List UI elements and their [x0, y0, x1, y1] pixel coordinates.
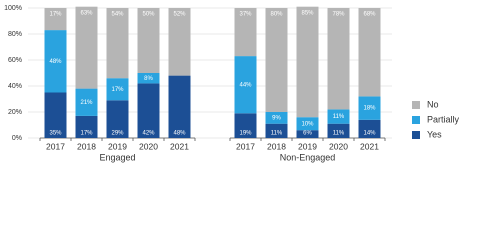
value-label: 48% [49, 59, 62, 65]
group-label: Non-Engaged [280, 152, 336, 162]
bar-segment [106, 8, 129, 79]
bar-segment [44, 8, 67, 31]
bar-segment [137, 83, 160, 138]
bar-segment [234, 8, 257, 57]
y-tick-label: 0% [12, 135, 22, 142]
bar-segment [168, 75, 191, 138]
value-label: 19% [239, 131, 252, 137]
bar-segment [296, 6, 319, 118]
bar-segment [44, 92, 67, 138]
legend-swatch [412, 131, 420, 139]
x-tick-label: 2019 [108, 141, 127, 151]
y-tick-label: 40% [8, 83, 22, 90]
value-label: 44% [239, 82, 252, 88]
group-label: Engaged [99, 152, 135, 162]
bar-segment [265, 112, 288, 124]
value-label: 6% [303, 131, 312, 137]
value-label: 37% [239, 12, 252, 18]
value-label: 85% [301, 10, 314, 16]
value-label: 11% [271, 131, 283, 137]
value-label: 35% [49, 131, 62, 137]
bar-segment [75, 115, 98, 138]
bar-segment [44, 30, 67, 93]
y-tick-label: 80% [8, 31, 22, 38]
value-label: 17% [111, 87, 124, 93]
x-tick-label: 2020 [139, 141, 158, 151]
legend-label: Yes [427, 129, 442, 139]
bar-segment [327, 123, 350, 138]
value-label: 8% [144, 76, 153, 82]
x-tick-label: 2018 [267, 141, 286, 151]
y-tick-label: 60% [8, 57, 22, 64]
bar-segment [137, 73, 160, 84]
value-label: 63% [80, 10, 93, 16]
x-tick-label: 2020 [329, 141, 348, 151]
bar-segment [234, 56, 257, 114]
x-tick-label: 2017 [236, 141, 255, 151]
x-tick-label: 2021 [360, 141, 379, 151]
value-label: 42% [142, 131, 155, 137]
legend-swatch [412, 116, 420, 124]
value-label: 11% [333, 131, 345, 137]
bar-segment [137, 8, 160, 73]
value-label: 29% [111, 131, 124, 137]
bar-segment [358, 8, 381, 97]
value-label: 14% [363, 131, 376, 137]
value-label: 80% [270, 12, 283, 18]
value-label: 18% [363, 106, 376, 112]
bar-segment [265, 8, 288, 112]
x-tick-label: 2017 [46, 141, 65, 151]
value-label: 52% [173, 12, 186, 18]
legend-swatch [412, 101, 420, 109]
legend-label: Partially [427, 114, 460, 124]
value-label: 9% [272, 115, 281, 121]
value-label: 78% [332, 12, 345, 18]
bar-segment [106, 78, 129, 101]
bar-segment [75, 6, 98, 89]
chart: 0% 20% 40% 60% 80% 100% Engaged Non-Engaged 35% 4… [4, 5, 460, 163]
x-tick-label: 2018 [77, 141, 96, 151]
bar-segment [265, 123, 288, 138]
bar-segment [106, 100, 129, 138]
bar-segment [358, 96, 381, 120]
x-tick-label: 2021 [170, 141, 189, 151]
bar-segment [358, 119, 381, 138]
bar-segment [327, 8, 350, 110]
value-label: 48% [173, 131, 186, 137]
value-label: 11% [333, 114, 345, 120]
bar-segment [168, 8, 191, 76]
bar-segment [296, 117, 319, 131]
bar-segment [234, 113, 257, 138]
y-tick-label: 100% [4, 5, 22, 12]
bar-segment [296, 130, 319, 138]
x-tick-label: 2019 [298, 141, 317, 151]
value-label: 21% [80, 100, 93, 106]
value-label: 10% [301, 121, 314, 127]
bar-segment [75, 88, 98, 116]
value-label: 68% [363, 12, 376, 18]
legend-label: No [427, 99, 439, 109]
value-label: 17% [49, 12, 62, 18]
value-label: 17% [80, 131, 93, 137]
value-label: 54% [111, 12, 124, 18]
y-tick-label: 20% [8, 109, 22, 116]
bar-segment [327, 109, 350, 124]
value-label: 50% [142, 12, 155, 18]
